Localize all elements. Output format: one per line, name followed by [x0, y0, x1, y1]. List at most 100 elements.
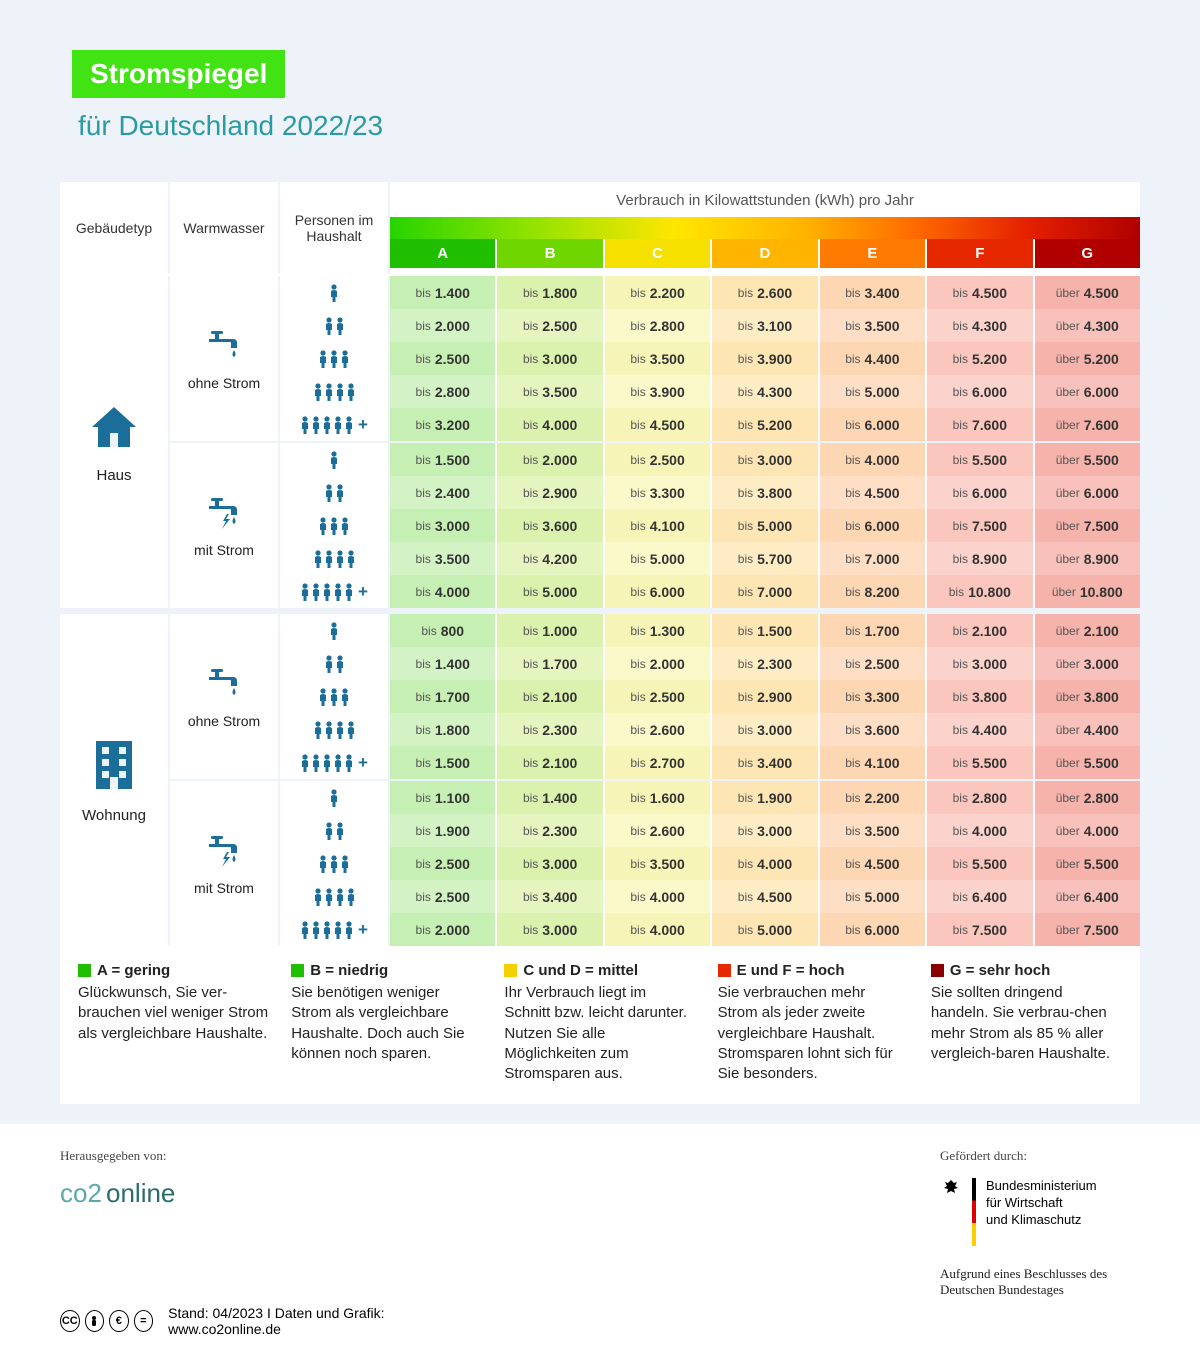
value-cell: über5.500: [1035, 443, 1140, 476]
value-cell: bis4.000: [605, 913, 712, 946]
value-row: bis1.900bis2.300bis2.600bis3.000bis3.500…: [280, 814, 1140, 847]
value-cell: bis1.400: [497, 781, 604, 814]
value-cell: bis4.000: [497, 408, 604, 441]
publisher-label: Herausgegeben von:: [60, 1148, 460, 1164]
persons-cell: +: [280, 575, 390, 608]
persons-cell: [280, 680, 390, 713]
value-cell: bis6.000: [927, 375, 1034, 408]
value-cell: bis3.800: [927, 680, 1034, 713]
value-cell: bis5.000: [605, 542, 712, 575]
value-cell: bis5.000: [712, 509, 819, 542]
value-cell: bis3.900: [605, 375, 712, 408]
value-cell: bis2.800: [390, 375, 497, 408]
value-cell: bis4.500: [820, 476, 927, 509]
value-cell: bis3.500: [605, 847, 712, 880]
value-cell: bis3.000: [712, 443, 819, 476]
class-header-D: D: [712, 239, 819, 268]
building-label: Wohnung: [82, 807, 146, 824]
legend-text: Sie sollten dringend handeln. Sie verbra…: [931, 983, 1122, 1064]
value-cell: bis7.600: [927, 408, 1034, 441]
building-col: Haus: [60, 276, 170, 608]
water-label: mit Strom: [194, 880, 254, 896]
water-cell: ohne Strom: [170, 276, 280, 441]
value-cell: bis8.900: [927, 542, 1034, 575]
class-header-C: C: [605, 239, 712, 268]
value-cell: bis7.000: [820, 542, 927, 575]
value-cell: bis1.100: [390, 781, 497, 814]
eagle-icon: [940, 1178, 962, 1200]
value-cell: bis1.700: [390, 680, 497, 713]
legend-title: E und F = hoch: [718, 962, 909, 979]
value-cell: bis5.500: [927, 746, 1034, 779]
value-cell: über5.500: [1035, 746, 1140, 779]
title-badge: Stromspiegel: [72, 50, 285, 98]
value-row: +bis4.000bis5.000bis6.000bis7.000bis8.20…: [280, 575, 1140, 608]
value-cell: bis4.200: [497, 542, 604, 575]
value-cell: über7.600: [1035, 408, 1140, 441]
value-cell: bis3.500: [605, 342, 712, 375]
value-cell: über4.500: [1035, 276, 1140, 309]
building-label: Haus: [96, 467, 131, 484]
value-cell: bis10.800: [927, 575, 1034, 608]
value-cell: bis4.500: [927, 276, 1034, 309]
hdr-building: Gebäudetyp: [60, 182, 170, 274]
value-cell: bis2.700: [605, 746, 712, 779]
water-cell: ohne Strom: [170, 614, 280, 779]
value-cell: bis2.300: [497, 814, 604, 847]
value-cell: bis1.700: [497, 647, 604, 680]
legend-text: Sie verbrauchen mehr Strom als jeder zwe…: [718, 983, 909, 1084]
value-cell: bis2.300: [712, 647, 819, 680]
value-cell: bis4.400: [927, 713, 1034, 746]
value-cell: bis2.600: [605, 713, 712, 746]
value-cell: bis3.200: [390, 408, 497, 441]
building-section-wohnung: Wohnungohne Strombis800bis1.000bis1.300b…: [60, 614, 1140, 946]
value-row: bis1.400bis1.700bis2.000bis2.300bis2.500…: [280, 647, 1140, 680]
efficiency-class-row: ABCDEFG: [390, 239, 1140, 268]
value-cell: bis5.500: [927, 847, 1034, 880]
value-cell: bis7.000: [712, 575, 819, 608]
value-cell: bis2.900: [712, 680, 819, 713]
persons-cell: [280, 814, 390, 847]
value-cell: bis7.500: [927, 913, 1034, 946]
value-cell: bis3.000: [497, 342, 604, 375]
value-row: bis2.800bis3.500bis3.900bis4.300bis5.000…: [280, 375, 1140, 408]
value-cell: bis1.500: [712, 614, 819, 647]
cc-row: CC € = Stand: 04/2023 I Daten und Grafik…: [60, 1305, 460, 1337]
value-cell: bis2.600: [605, 814, 712, 847]
gradient-bar: [390, 217, 1140, 239]
value-cell: bis6.000: [820, 913, 927, 946]
legend-title: A = gering: [78, 962, 269, 979]
water-label: ohne Strom: [188, 713, 260, 729]
value-cell: bis4.300: [927, 309, 1034, 342]
value-cell: über7.500: [1035, 913, 1140, 946]
legend-col: C und D = mittelIhr Verbrauch liegt im S…: [504, 962, 695, 1084]
water-cell: mit Strom: [170, 781, 280, 946]
value-cell: bis1.000: [497, 614, 604, 647]
funding-label: Gefördert durch:: [940, 1148, 1140, 1164]
bmwk-line1: Bundesministerium: [986, 1178, 1097, 1195]
value-cell: bis5.200: [927, 342, 1034, 375]
value-cell: bis2.500: [390, 847, 497, 880]
value-cell: über8.900: [1035, 542, 1140, 575]
value-cell: bis1.800: [390, 713, 497, 746]
building-col: Wohnung: [60, 614, 170, 946]
data-sections: Hausohne Strombis1.400bis1.800bis2.200bi…: [60, 276, 1140, 946]
hdr-consumption: Verbrauch in Kilowattstunden (kWh) pro J…: [390, 182, 1140, 274]
persons-cell: [280, 647, 390, 680]
value-cell: bis3.500: [820, 814, 927, 847]
value-cell: bis3.500: [820, 309, 927, 342]
value-cell: über3.800: [1035, 680, 1140, 713]
persons-values: bis800bis1.000bis1.300bis1.500bis1.700bi…: [280, 614, 1140, 779]
water-group: mit Strom bis1.500bis2.000bis2.500bis3.00…: [170, 443, 1140, 608]
value-cell: über4.000: [1035, 814, 1140, 847]
water-label: mit Strom: [194, 542, 254, 558]
value-cell: bis5.200: [712, 408, 819, 441]
page: Stromspiegel für Deutschland 2022/23 Geb…: [0, 0, 1200, 1367]
value-cell: bis2.800: [927, 781, 1034, 814]
value-cell: bis3.500: [497, 375, 604, 408]
cc-icon-nc: €: [109, 1310, 129, 1332]
persons-values: bis1.500bis2.000bis2.500bis3.000bis4.000…: [280, 443, 1140, 608]
persons-values: bis1.400bis1.800bis2.200bis2.600bis3.400…: [280, 276, 1140, 441]
water-cell: mit Strom: [170, 443, 280, 608]
svg-text:co2: co2: [60, 1178, 102, 1208]
